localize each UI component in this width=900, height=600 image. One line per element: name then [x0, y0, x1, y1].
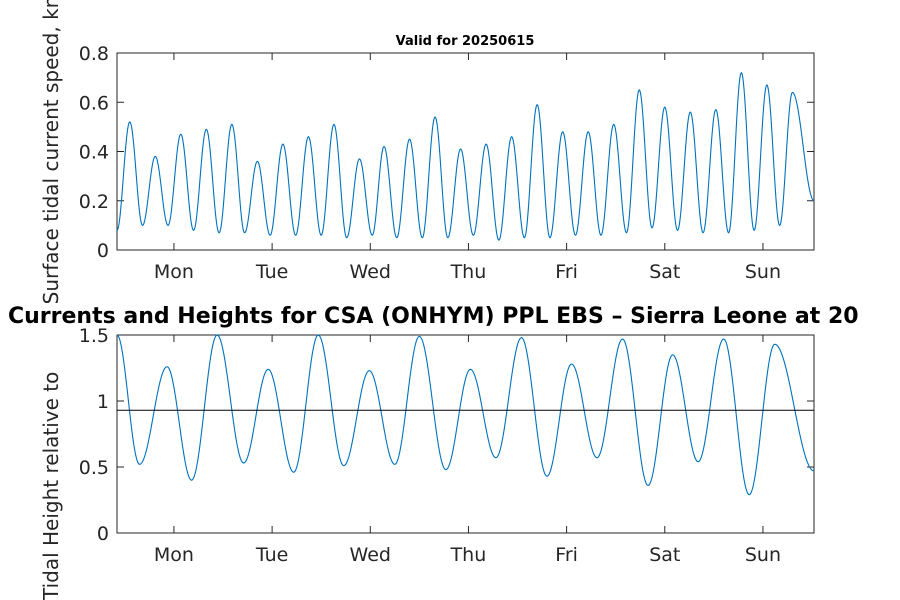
xtick-label: Fri: [555, 544, 578, 566]
ytick-label: 0.5: [79, 457, 109, 479]
ytick-label: 0.6: [79, 92, 109, 114]
xtick-label: Mon: [154, 544, 194, 566]
current-speed-axes: Valid for 20250615 0 0.2 0.4 0.6 0.8 Mon Tue W…: [39, 0, 815, 304]
tidal-height-plot-area: [116, 334, 815, 534]
ytick-label: 0: [97, 523, 109, 545]
xtick-label: Sat: [649, 544, 680, 566]
ytick-label: 0.2: [79, 191, 109, 213]
ytick-label: 1.5: [79, 325, 109, 347]
xtick-label: Mon: [154, 261, 194, 283]
xtick-label: Thu: [450, 261, 487, 283]
current-speed-title: Valid for 20250615: [396, 34, 535, 49]
tidal-height-series-line: [116, 334, 815, 496]
current-speed-series-line: [116, 71, 815, 241]
xtick-label: Tue: [255, 544, 288, 566]
xtick-label: Wed: [350, 261, 391, 283]
tidal-height-axes: 0 0.5 1 1.5 Mon Tue Wed Thu Fri Sat Sun Tidal Hei…: [8, 304, 859, 600]
tidal-height-ylabel: Tidal Height relative to: [39, 372, 63, 600]
xtick-label: Tue: [255, 261, 288, 283]
xtick-label: Sun: [745, 261, 781, 283]
xtick-label: Sun: [745, 544, 781, 566]
ytick-label: 0.8: [79, 43, 109, 65]
ytick-label: 1: [97, 391, 109, 413]
xtick-label: Thu: [450, 544, 487, 566]
ytick-label: 0.4: [79, 142, 109, 164]
xtick-label: Fri: [555, 261, 578, 283]
tidal-height-title: Currents and Heights for CSA (ONHYM) PPL…: [8, 304, 859, 329]
xtick-label: Wed: [350, 544, 391, 566]
current-speed-plot-area: [116, 52, 815, 251]
xtick-label: Sat: [649, 261, 680, 283]
current-speed-ylabel: Surface tidal current speed, kn: [39, 0, 63, 304]
ytick-label: 0: [97, 240, 109, 262]
